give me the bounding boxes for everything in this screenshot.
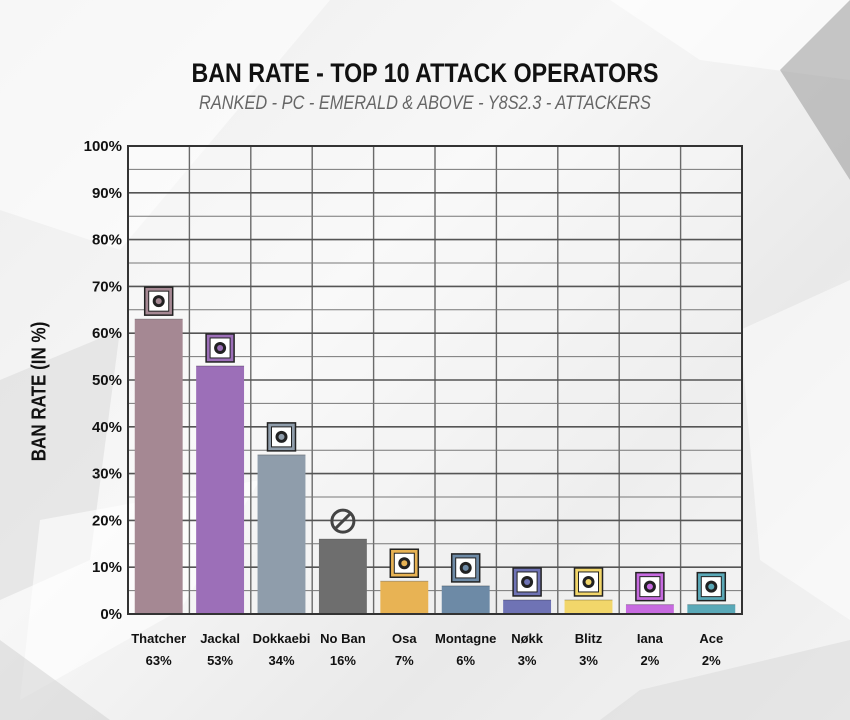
y-tick-label: 80% [92,232,122,249]
y-tick-label: 10% [92,559,122,576]
x-category-label: Thatcher [131,631,186,646]
x-category-label: Iana [637,631,664,646]
x-value-label: 34% [268,653,294,668]
x-value-label: 6% [456,653,475,668]
x-category-label: No Ban [320,631,366,646]
jackal-icon [205,333,235,363]
bar-nøkk [503,599,552,614]
y-axis-ticks: 0% 10% 20% 30% 40% 50% 60% 70% 80% 90% 100% [84,138,122,623]
bar-no-ban [318,539,367,614]
bar-ace [687,604,736,614]
dokkaebi-icon [266,422,297,452]
chart-bars [134,318,736,614]
x-category-label: Nøkk [511,631,544,646]
bar-montagne [441,585,490,614]
y-tick-label: 70% [92,278,122,295]
chart-subtitle: RANKED - PC - EMERALD & ABOVE - Y8S2.3 -… [199,93,651,114]
iana-icon [635,571,665,602]
operator-icons [143,286,727,602]
montagne-icon [450,553,481,583]
y-tick-label: 40% [92,419,122,436]
x-axis-labels: Thatcher 63% Jackal 53% Dokkaebi 34% No Ban 16%… [131,631,723,668]
y-tick-label: 0% [100,606,122,623]
x-category-label: Osa [392,631,417,646]
thatcher-icon [143,286,174,316]
x-value-label: 63% [146,653,172,668]
x-value-label: 7% [395,653,414,668]
bar-iana [625,604,674,614]
bar-osa [380,581,429,614]
x-value-label: 2% [641,653,660,668]
x-category-label: Dokkaebi [253,631,311,646]
x-category-label: Jackal [200,631,240,646]
x-category-label: Montagne [435,631,496,646]
x-value-label: 3% [579,653,598,668]
bar-blitz [564,599,613,614]
blitz-icon [573,567,604,597]
ace-icon [696,571,727,602]
y-tick-label: 20% [92,512,122,529]
x-value-label: 3% [518,653,537,668]
y-tick-label: 50% [92,372,122,389]
nokk-icon [512,567,542,597]
y-tick-label: 30% [92,466,122,483]
bar-thatcher [134,319,183,614]
no-ban-icon [330,508,356,534]
y-tick-label: 90% [92,185,122,202]
bar-dokkaebi [257,454,306,614]
x-value-label: 53% [207,653,233,668]
y-tick-label: 60% [92,325,122,342]
chart-title: BAN RATE - TOP 10 ATTACK OPERATORS [191,58,659,88]
x-category-label: Blitz [575,631,603,646]
bar-jackal [196,365,245,614]
y-tick-label: 100% [84,138,122,155]
x-category-label: Ace [699,631,723,646]
x-value-label: 2% [702,653,721,668]
osa-icon [389,548,420,578]
plot-frame [127,145,743,615]
x-value-label: 16% [330,653,356,668]
